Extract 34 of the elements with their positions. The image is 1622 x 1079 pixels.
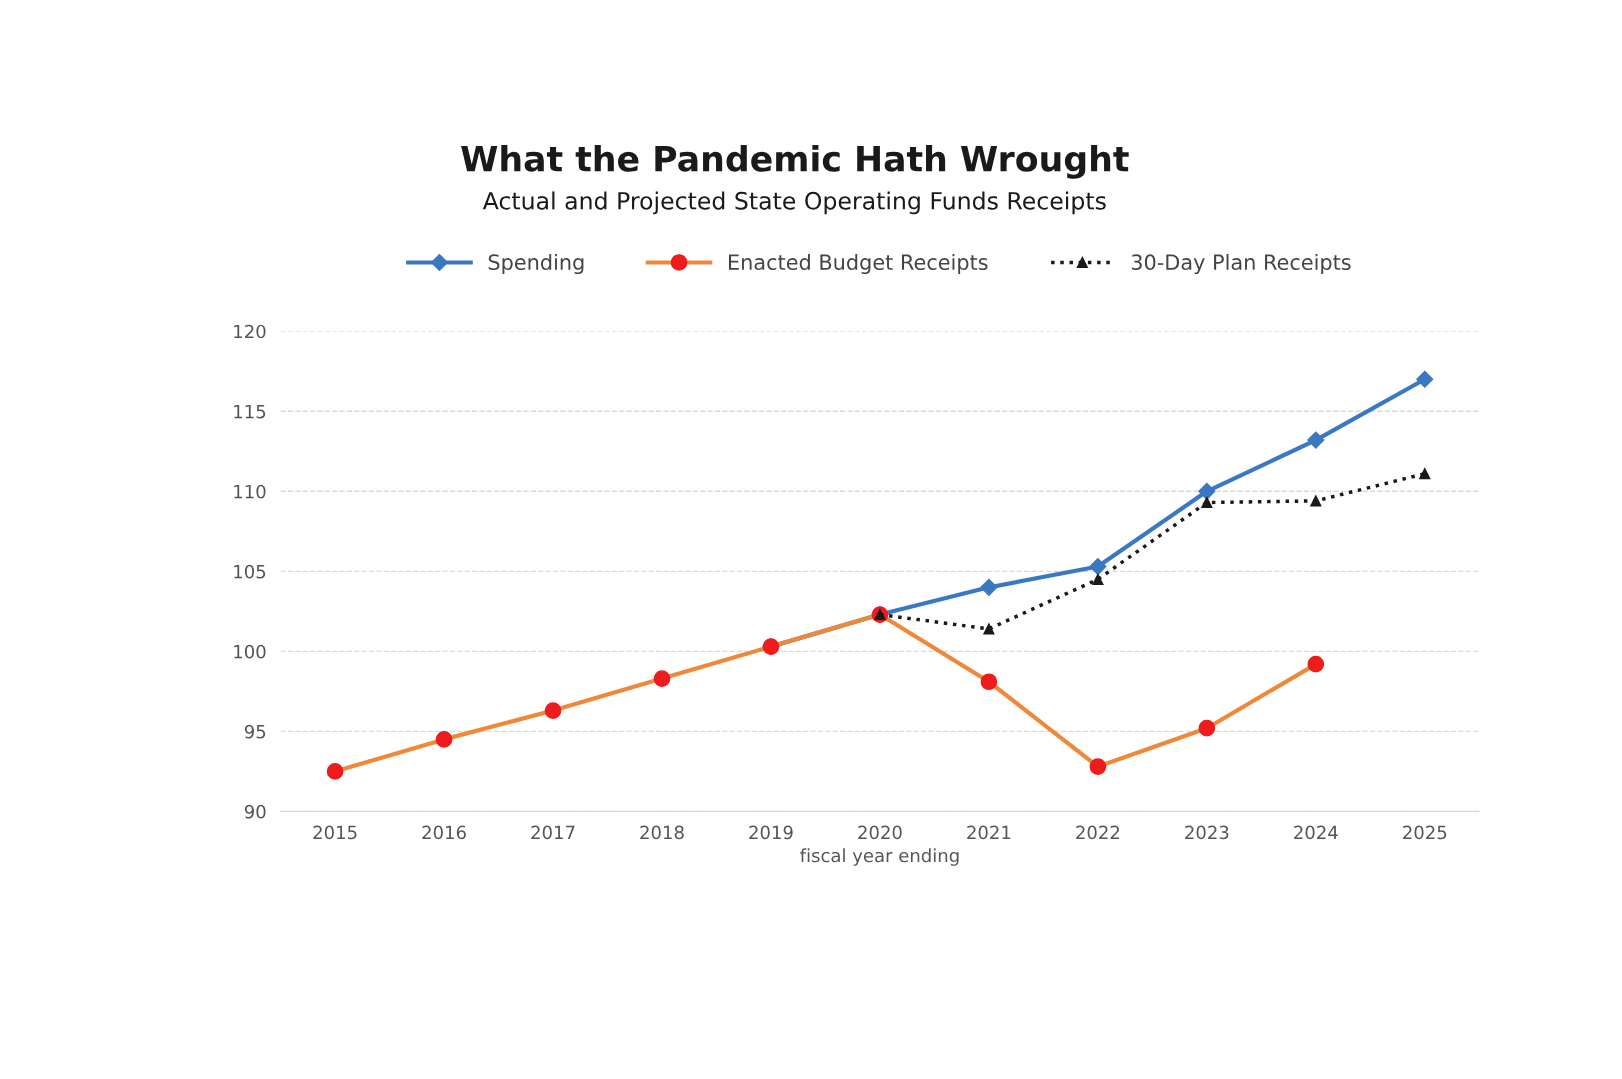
y-tick-label: 115 <box>234 404 266 419</box>
y-tick-label: 105 <box>234 564 266 579</box>
x-tick-label: 2019 <box>749 825 793 840</box>
point <box>1310 495 1322 507</box>
point <box>980 578 998 596</box>
x-tick-label: 2017 <box>531 825 575 840</box>
x-tick-label: 2022 <box>1076 825 1120 840</box>
x-tick-label: 2020 <box>858 825 902 840</box>
y-tick-label: 95 <box>244 724 266 739</box>
point <box>1092 573 1104 585</box>
legend-label: Enacted Budget Receipts <box>729 253 988 275</box>
y-tick-label: 90 <box>244 804 266 819</box>
x-tick-label: 2024 <box>1294 825 1338 840</box>
x-tick-label: 2015 <box>313 825 357 840</box>
x-tick-label: 2021 <box>967 825 1011 840</box>
chart-subtitle: Actual and Projected State Operating Funds Receipts <box>482 191 1106 215</box>
legend-label: Spending <box>488 253 584 275</box>
point <box>1419 468 1431 480</box>
x-axis-title: fiscal year ending <box>800 848 959 866</box>
x-tick-label: 2018 <box>640 825 684 840</box>
legend-label: 30-Day Plan Receipts <box>1131 253 1351 275</box>
point <box>1201 496 1213 509</box>
chart-title: What the Pandemic Hath Wrought <box>461 144 1129 179</box>
x-tick-label: 2016 <box>422 825 466 840</box>
x-tick-label: 2023 <box>1185 825 1229 840</box>
point <box>983 623 995 635</box>
point <box>1307 431 1325 449</box>
point <box>1089 557 1107 576</box>
point <box>1416 370 1434 388</box>
x-tick-label: 2025 <box>1403 825 1447 840</box>
y-tick-label: 100 <box>234 644 266 659</box>
y-tick-label: 120 <box>234 324 266 339</box>
y-tick-label: 110 <box>234 484 266 499</box>
point <box>1198 482 1216 500</box>
